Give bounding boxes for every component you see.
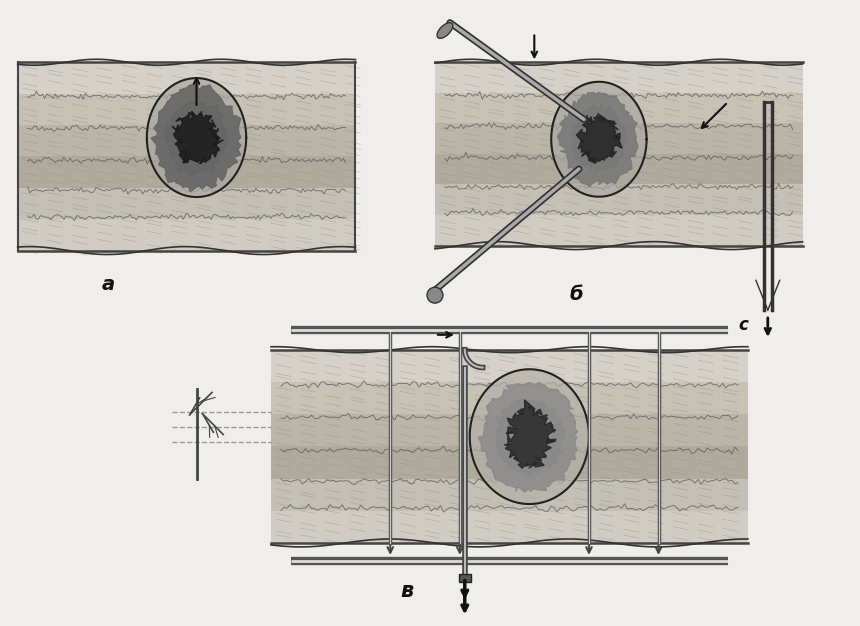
Polygon shape [478, 382, 578, 492]
Ellipse shape [437, 23, 452, 38]
Polygon shape [576, 113, 622, 163]
Bar [435, 154, 802, 185]
Bar [435, 62, 802, 93]
Text: в: в [400, 582, 414, 602]
Circle shape [427, 287, 443, 303]
Polygon shape [151, 84, 241, 192]
Bar [435, 93, 802, 123]
Bar [18, 62, 355, 94]
Bar [459, 573, 470, 582]
Polygon shape [470, 369, 589, 504]
Polygon shape [172, 111, 224, 164]
Bar [18, 125, 355, 156]
Polygon shape [177, 115, 217, 162]
Bar [18, 94, 355, 125]
Bar [435, 215, 802, 245]
Bar [435, 123, 802, 154]
Bar [435, 185, 802, 215]
Bar [18, 219, 355, 250]
Text: с: с [738, 316, 748, 334]
Bar [271, 511, 748, 543]
Text: a: a [102, 275, 115, 294]
Bar [271, 478, 748, 511]
FancyBboxPatch shape [18, 62, 355, 250]
Polygon shape [504, 400, 556, 468]
Polygon shape [164, 101, 228, 175]
Bar [271, 382, 748, 414]
Bar [271, 414, 748, 446]
Bar [18, 188, 355, 219]
Bar [271, 350, 748, 543]
Bar [271, 446, 748, 478]
Text: б: б [569, 285, 583, 304]
Bar [271, 350, 748, 382]
Polygon shape [572, 104, 628, 174]
Polygon shape [551, 82, 647, 197]
Polygon shape [147, 78, 246, 197]
Polygon shape [557, 93, 638, 187]
Polygon shape [494, 399, 565, 475]
Bar [435, 62, 802, 245]
Bar [18, 156, 355, 188]
